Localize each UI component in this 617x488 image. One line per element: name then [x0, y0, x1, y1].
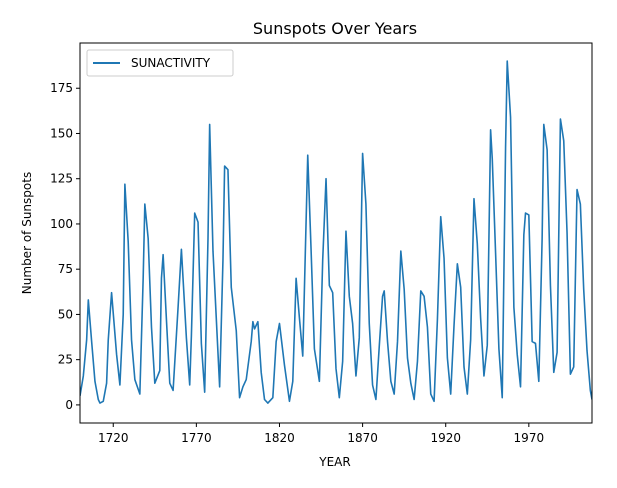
- plot-area: [80, 60, 592, 404]
- y-tick-label: 125: [50, 172, 73, 186]
- y-tick-label: 25: [58, 353, 73, 367]
- y-tick-label: 100: [50, 217, 73, 231]
- x-tick-label: 1720: [98, 431, 129, 445]
- x-tick-label: 1770: [181, 431, 212, 445]
- x-tick-label: 1970: [514, 431, 545, 445]
- y-tick-label: 50: [58, 307, 73, 321]
- legend: SUNACTIVITY: [86, 49, 234, 77]
- legend-label: SUNACTIVITY: [131, 56, 211, 70]
- x-axis-label: YEAR: [318, 455, 350, 469]
- y-tick-label: 175: [50, 81, 73, 95]
- legend-box: [86, 49, 234, 77]
- x-tick-label: 1870: [347, 431, 378, 445]
- y-axis-ticks: 0 25 50 75 100 125 150 175: [50, 81, 80, 412]
- x-tick-label: 1920: [430, 431, 461, 445]
- y-axis-label: Number of Sunspots: [20, 172, 34, 294]
- chart-title: Sunspots Over Years: [253, 19, 417, 38]
- y-tick-label: 0: [65, 398, 73, 412]
- y-tick-label: 150: [50, 126, 73, 140]
- series-line-sunactivity: [80, 60, 592, 404]
- x-tick-label: 1820: [264, 431, 295, 445]
- x-axis-ticks: 1720 1770 1820 1870 1920 1970: [98, 423, 544, 445]
- plot-frame: [79, 42, 593, 424]
- y-tick-label: 75: [58, 262, 73, 276]
